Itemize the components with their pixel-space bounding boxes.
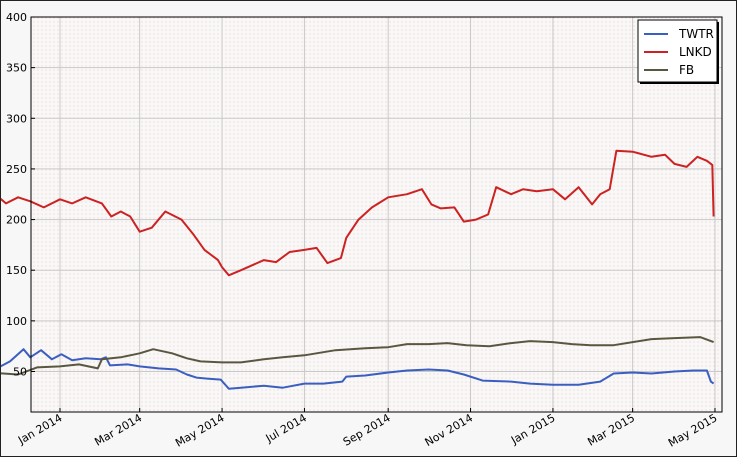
x-tick-label: Jan 2014 <box>15 411 64 447</box>
x-tick-label: Mar 2015 <box>585 411 637 448</box>
y-tick-label: 400 <box>6 11 27 24</box>
y-tick-label: 350 <box>6 62 27 75</box>
y-tick-label: 100 <box>6 315 27 328</box>
y-tick-label: 150 <box>6 264 27 277</box>
x-tick-label: Jan 2015 <box>508 411 557 447</box>
x-axis: Jan 2014 Mar 2014 May 2014 Jul 2014 Sep 2014… <box>15 408 720 450</box>
y-tick-label: 50 <box>13 365 27 378</box>
plot-area <box>30 16 723 413</box>
y-tick-label: 250 <box>6 163 27 176</box>
legend-label-twtr: TWTR <box>678 27 714 41</box>
series-line-fb <box>1 336 714 376</box>
legend-label-lnkd: LNKD <box>679 45 712 59</box>
series-line-lnkd <box>1 149 715 277</box>
legend-label-fb: FB <box>679 63 694 77</box>
legend: TWTR LNKD FB <box>637 19 719 84</box>
x-tick-label: Sep 2014 <box>341 411 393 448</box>
y-tick-label: 200 <box>6 214 27 227</box>
y-axis: 50 100 150 200 250 300 350 400 <box>6 11 35 378</box>
x-tick-label: May 2015 <box>666 411 719 449</box>
x-tick-label: Mar 2014 <box>92 411 144 448</box>
series-lines <box>1 149 715 390</box>
x-tick-label: May 2014 <box>173 411 226 449</box>
y-tick-label: 300 <box>6 112 27 125</box>
x-tick-label: Nov 2014 <box>423 411 475 449</box>
plot-frame <box>30 16 723 413</box>
x-tick-label: Jul 2014 <box>263 411 309 445</box>
series-line-twtr <box>1 348 715 390</box>
